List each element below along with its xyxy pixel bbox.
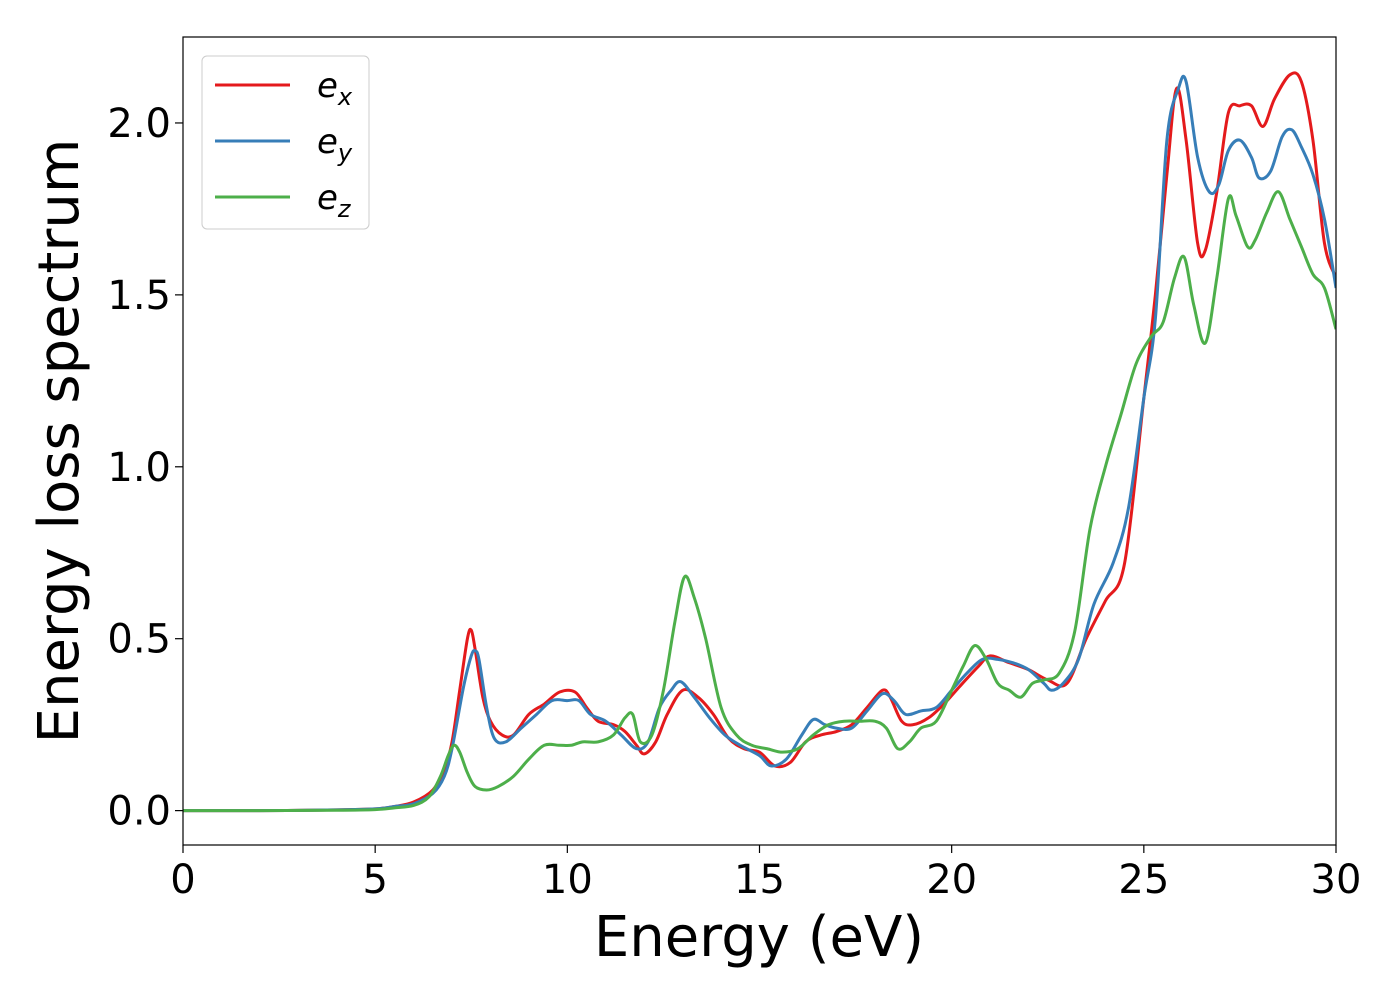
series-line-z xyxy=(183,190,1336,813)
y-tick-label: 1.5 xyxy=(107,273,171,319)
legend: ex ey ez xyxy=(201,55,370,230)
y-tick-label: 0.5 xyxy=(107,617,171,663)
x-tick-label: 5 xyxy=(362,857,387,903)
y-axis-label: Energy loss spectrum xyxy=(27,139,92,744)
x-tick-label: 10 xyxy=(542,857,593,903)
series-layer xyxy=(183,71,1336,813)
y-tick-label: 0.0 xyxy=(107,789,171,835)
x-tick-label: 25 xyxy=(1118,857,1169,903)
x-tick-label: 30 xyxy=(1311,857,1362,903)
x-axis-ticks: 0 5 10 15 20 25 30 xyxy=(170,845,1361,903)
legend-items: ex ey ez xyxy=(215,66,353,223)
series-line-x xyxy=(183,71,1336,813)
x-tick-label: 20 xyxy=(926,857,977,903)
legend-label-y: ey xyxy=(317,122,353,167)
y-tick-label: 2.0 xyxy=(107,101,171,147)
x-axis-label: Energy (eV) xyxy=(594,905,924,970)
series-line-y xyxy=(183,74,1336,813)
y-axis-ticks: 0.0 0.5 1.0 1.5 2.0 xyxy=(107,101,183,835)
x-tick-label: 0 xyxy=(170,857,195,903)
x-tick-label: 15 xyxy=(734,857,785,903)
legend-label-x: ex xyxy=(317,66,353,111)
y-tick-label: 1.0 xyxy=(107,445,171,491)
legend-label-z: ez xyxy=(317,178,352,223)
